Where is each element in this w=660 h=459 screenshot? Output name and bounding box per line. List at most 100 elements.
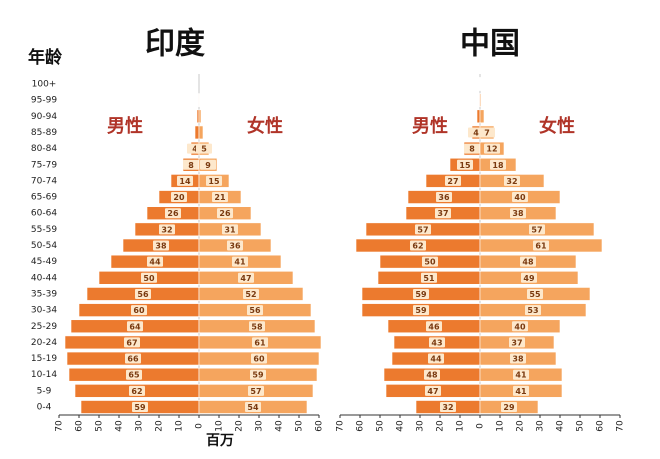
value-label: 61 — [535, 242, 547, 251]
age-label: 15-19 — [31, 354, 57, 364]
value-label: 4 — [192, 145, 198, 154]
x-tick-label: 20 — [436, 420, 446, 432]
age-label: 70-74 — [31, 176, 57, 186]
value-label: 12 — [486, 145, 497, 154]
value-label-box — [249, 321, 265, 332]
age-label: 0-4 — [37, 403, 52, 413]
age-label: 50-54 — [31, 241, 57, 251]
value-label-box — [424, 369, 440, 380]
value-label: 59 — [415, 306, 427, 315]
x-tick-label: 40 — [275, 420, 285, 432]
x-tick-label: 40 — [396, 420, 406, 432]
value-label-box — [509, 337, 525, 348]
value-label: 59 — [252, 371, 264, 380]
bar — [198, 109, 202, 124]
bar — [479, 109, 485, 124]
value-label-box — [457, 159, 473, 170]
value-label: 51 — [423, 274, 435, 283]
value-label: 9 — [205, 161, 211, 170]
bar — [479, 93, 482, 107]
value-label-box — [251, 353, 267, 364]
age-label: 60-64 — [31, 209, 57, 219]
value-label-box — [131, 305, 147, 316]
x-tick-label: 20 — [155, 420, 165, 432]
value-label: 38 — [512, 209, 524, 218]
value-label-box — [126, 369, 142, 380]
value-label-box — [425, 385, 441, 396]
value-label-box — [135, 288, 151, 299]
x-tick-label: 20 — [235, 420, 245, 432]
value-label: 41 — [234, 258, 246, 267]
x-tick-label: 30 — [536, 420, 546, 432]
x-tick-label: 60 — [75, 420, 85, 432]
x-tick-label: 30 — [135, 420, 145, 432]
value-label: 48 — [522, 258, 534, 267]
value-label-box — [529, 224, 545, 235]
x-tick-label: 50 — [376, 420, 386, 432]
bar — [194, 125, 200, 140]
value-label: 26 — [167, 209, 179, 218]
value-label: 7 — [484, 128, 490, 137]
value-label: 29 — [503, 403, 515, 412]
value-label: 41 — [515, 371, 527, 380]
value-label-box — [428, 353, 444, 364]
value-label: 4 — [473, 128, 479, 137]
value-label-box — [513, 369, 529, 380]
value-label-box — [435, 208, 451, 219]
value-label: 53 — [527, 306, 538, 315]
value-label-box — [232, 256, 248, 267]
x-tick-label: 70 — [55, 420, 65, 432]
chart-title: 中国 — [460, 27, 520, 62]
value-label-box — [445, 175, 461, 186]
x-tick-label: 10 — [496, 420, 506, 432]
value-label-box — [153, 240, 169, 251]
value-label: 31 — [224, 225, 236, 234]
value-label-box — [124, 337, 140, 348]
value-label: 66 — [127, 355, 139, 364]
value-label: 47 — [240, 274, 251, 283]
value-label: 15 — [208, 177, 220, 186]
value-label: 56 — [249, 306, 261, 315]
chart-title: 印度 — [145, 27, 205, 62]
value-label: 41 — [515, 387, 527, 396]
value-label-box — [512, 321, 528, 332]
value-label-box — [247, 305, 263, 316]
x-tick-label: 20 — [516, 420, 526, 432]
value-label: 61 — [254, 338, 266, 347]
value-label: 47 — [427, 387, 438, 396]
bar — [476, 109, 481, 124]
value-label: 55 — [529, 290, 541, 299]
age-label: 5-9 — [37, 386, 52, 396]
value-label-box — [127, 321, 143, 332]
value-label-box — [222, 224, 238, 235]
value-label-box — [171, 192, 187, 203]
x-tick-label: 40 — [556, 420, 566, 432]
value-label: 20 — [173, 193, 185, 202]
x-tick-label: 50 — [576, 420, 586, 432]
value-label-box — [521, 272, 537, 283]
value-label-box — [227, 240, 243, 251]
age-label: 85-89 — [31, 128, 57, 138]
value-label: 59 — [415, 290, 427, 299]
value-label: 46 — [428, 322, 440, 331]
value-label: 38 — [155, 242, 167, 251]
x-tick-label: 10 — [456, 420, 466, 432]
age-label: 75-79 — [31, 160, 57, 170]
legend-entry: 男性 — [107, 115, 143, 137]
value-label: 5 — [201, 145, 207, 154]
value-label: 62 — [131, 387, 142, 396]
legend-entry: 男性 — [412, 115, 448, 137]
x-tick-label: 60 — [596, 420, 606, 432]
value-label-box — [212, 192, 228, 203]
value-label-box — [479, 127, 495, 138]
value-label: 44 — [430, 355, 442, 364]
age-label: 40-44 — [31, 273, 57, 283]
value-label: 48 — [426, 371, 438, 380]
value-label: 62 — [412, 242, 423, 251]
value-label: 36 — [229, 242, 241, 251]
bar — [198, 125, 204, 140]
value-label-box — [422, 256, 438, 267]
age-label: 80-84 — [31, 144, 57, 154]
value-label-box — [217, 208, 233, 219]
value-label: 44 — [149, 258, 161, 267]
